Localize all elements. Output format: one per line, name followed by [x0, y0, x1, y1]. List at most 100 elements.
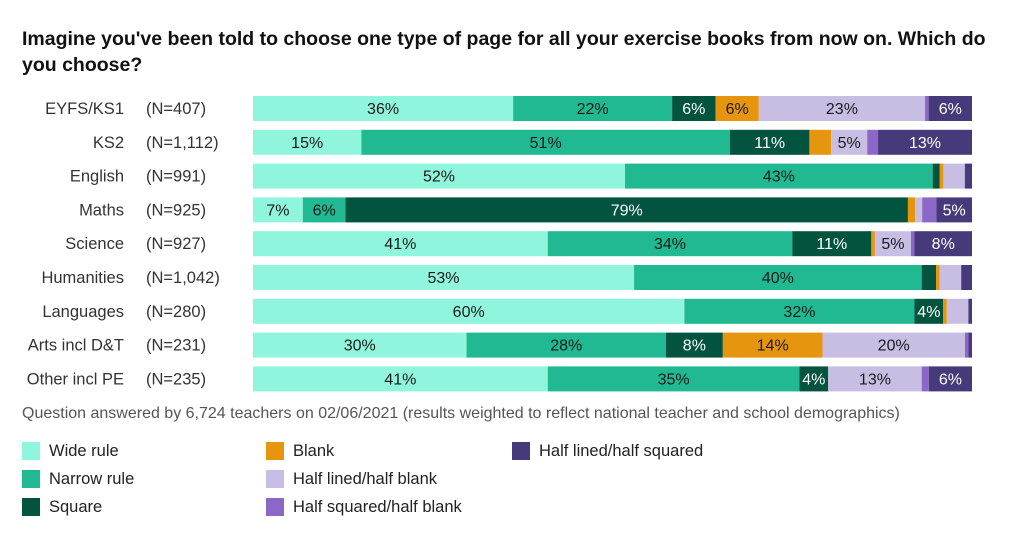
bar-segment-wide-rule [253, 231, 548, 257]
data-label: 14% [757, 338, 789, 355]
legend-swatch [266, 470, 284, 488]
category-count: (N=231) [146, 337, 206, 355]
bar-segment-narrow-rule [361, 129, 730, 155]
bar-segment-blank [939, 163, 944, 189]
bar-segment-square [672, 96, 716, 121]
legend-swatch [22, 442, 40, 460]
data-label: 60% [453, 304, 485, 321]
data-label: 5% [838, 135, 861, 152]
legend-label: Half lined/half blank [293, 469, 438, 488]
data-label: 79% [611, 202, 643, 219]
bar-segment-narrow-rule [513, 96, 673, 121]
chart-title: Imagine you've been told to choose one t… [22, 28, 986, 76]
legend-item: Blank [266, 440, 334, 462]
bar-segment-narrow-rule [302, 197, 346, 223]
bar-segment-wide-rule [253, 96, 514, 121]
bar-segment-wide-rule [253, 129, 362, 155]
data-label: 15% [291, 135, 323, 152]
data-label: 11% [816, 236, 847, 253]
legend-swatch [512, 442, 530, 460]
bar-segment-wide-rule [253, 197, 303, 223]
bar-segment-half-lined-half-blank [831, 129, 868, 155]
data-label: 13% [909, 135, 941, 152]
category-count: (N=1,042) [146, 269, 220, 287]
data-label: 41% [384, 236, 416, 253]
legend-item: Square [22, 496, 102, 518]
bar-segment-wide-rule [253, 265, 635, 290]
bar-segment-blank [809, 129, 832, 155]
data-label: 5% [881, 236, 904, 253]
data-label: 6% [939, 101, 962, 118]
legend-item: Half lined/half squared [512, 440, 703, 462]
bar-segment-blank [943, 298, 947, 324]
category-count: (N=991) [146, 168, 206, 186]
category-label: Science [65, 235, 124, 253]
bar-segment-half-lined-half-blank [915, 197, 923, 223]
legend-item: Half lined/half blank [266, 468, 437, 490]
data-label: 8% [932, 236, 955, 253]
bar-segment-square [792, 231, 872, 257]
category-label: Arts incl D&T [28, 337, 124, 355]
bar-segment-square [932, 163, 940, 189]
bar-segment-narrow-rule [547, 231, 793, 257]
bar-segment-half-lined-half-blank [943, 163, 965, 189]
category-count: (N=925) [146, 201, 206, 219]
data-label: 40% [762, 270, 794, 287]
bar-segment-square [665, 332, 723, 358]
bar-segment-narrow-rule [547, 366, 800, 392]
bar-segment-half-squared-half-blank [921, 366, 929, 392]
bar-segment-half-lined-half-squared [968, 332, 972, 358]
legend-item: Wide rule [22, 440, 119, 462]
legend-swatch [266, 442, 284, 460]
bar-segment-half-squared-half-blank [964, 332, 969, 358]
legend-item: Half squared/half blank [266, 496, 462, 518]
bar-segment-half-lined-half-squared [968, 298, 972, 324]
data-label: 23% [826, 101, 858, 118]
bar-segment-half-lined-half-blank [946, 298, 969, 324]
bar-segment-half-squared-half-blank [867, 129, 879, 155]
data-label: 6% [682, 101, 705, 118]
bar-segment-half-lined-half-squared [878, 129, 972, 155]
data-label: 6% [726, 101, 749, 118]
data-label: 4% [917, 304, 940, 321]
category-label: Other incl PE [27, 370, 124, 388]
data-label: 13% [859, 371, 891, 388]
bar-segment-square [729, 129, 810, 155]
data-label: 36% [367, 101, 399, 118]
bar-segment-blank [936, 265, 940, 290]
data-label: 43% [763, 169, 795, 186]
data-label: 22% [577, 101, 609, 118]
legend-swatch [266, 498, 284, 516]
bar-segment-half-lined-half-blank [822, 332, 965, 358]
bar-segment-blank [871, 231, 875, 257]
data-label: 32% [783, 304, 815, 321]
category-label: EYFS/KS1 [45, 100, 124, 118]
bar-segment-wide-rule [253, 298, 685, 324]
legend-swatch [22, 498, 40, 516]
chart-footnote: Question answered by 6,724 teachers on 0… [22, 405, 900, 422]
legend-label: Wide rule [49, 441, 119, 460]
bar-segment-square [345, 197, 908, 223]
legend-label: Half lined/half squared [539, 441, 704, 460]
bar-segment-half-squared-half-blank [910, 231, 915, 257]
bar-segment-half-lined-half-squared [914, 231, 972, 257]
category-count: (N=235) [146, 370, 206, 388]
data-label: 51% [530, 135, 562, 152]
data-label: 30% [344, 338, 376, 355]
bar-segment-half-lined-half-squared [964, 163, 972, 189]
bar-segment-square [921, 265, 937, 290]
bar-segment-half-squared-half-blank [925, 96, 929, 121]
data-label: 53% [428, 270, 460, 287]
bar-segment-narrow-rule [625, 163, 933, 189]
bar-segment-wide-rule [253, 163, 626, 189]
bar-chart: EYFS/KS1 (N=407) 36% 22% 6% 6% 23% 6% KS2 (N=1,11… [27, 96, 973, 392]
bar-segment-half-lined-half-squared [936, 197, 972, 223]
bar-segment-half-lined-half-squared [928, 366, 972, 392]
data-label: 4% [802, 371, 825, 388]
bar-segment-blank [907, 197, 916, 223]
bar-segment-blank [715, 96, 759, 121]
category-label: Languages [42, 303, 124, 321]
category-count: (N=280) [146, 303, 206, 321]
data-label: 6% [939, 371, 962, 388]
